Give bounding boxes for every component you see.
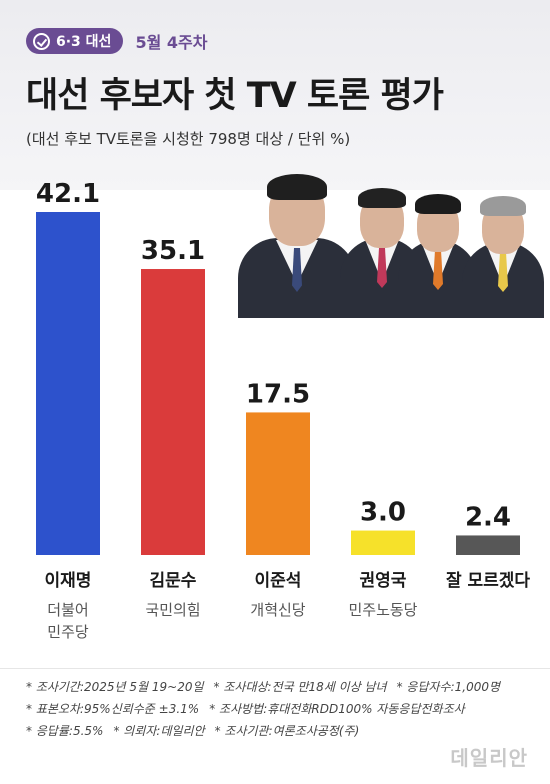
footnote: * 표본오차:95%신뢰수준 ±3.1% — [26, 702, 200, 716]
category-label-3: 이준석 — [255, 571, 302, 591]
footnote: * 응답률:5.5% — [26, 724, 104, 738]
vote-check-icon — [33, 32, 50, 50]
bar-5 — [456, 535, 520, 555]
bar-1 — [36, 212, 100, 555]
category-label-4: 권영국 — [360, 571, 407, 591]
candidate-photo-1 — [238, 170, 356, 318]
footnote: * 조사방법:휴대전화RDD100% 자동응답전화조사 — [209, 702, 465, 716]
bar-3 — [246, 412, 310, 555]
party-label-1: 민주당 — [47, 623, 89, 641]
category-label-5: 잘 모르겠다 — [446, 570, 530, 591]
party-label-1: 더불어 — [47, 601, 88, 619]
candidates-photo — [232, 160, 550, 318]
bar-2 — [141, 269, 205, 555]
footnote: * 조사대상:전국 만18세 이상 남녀 — [213, 680, 387, 694]
watermark-logo: 데일리안 — [450, 746, 528, 770]
footnote: * 조사기관:여론조사공정(주) — [214, 724, 360, 738]
value-label-4: 3.0 — [360, 498, 406, 528]
footnote-line-2: * 표본오차:95%신뢰수준 ±3.1% * 조사방법:휴대전화RDD100% 자… — [26, 698, 510, 720]
value-label-5: 2.4 — [465, 502, 511, 532]
footnote: * 조사기간:2025년 5월 19~20일 — [26, 680, 204, 694]
footnote-line-3: * 응답률:5.5% * 의뢰자:데일리안 * 조사기관:여론조사공정(주) — [26, 720, 510, 742]
category-label-1: 이재명 — [45, 571, 92, 591]
election-badge: 6·3 대선 — [26, 28, 124, 54]
election-badge-label: 6·3 대선 — [56, 34, 112, 50]
value-label-3: 17.5 — [246, 379, 310, 409]
candidate-photo-4 — [462, 184, 544, 318]
footnote-line-1: * 조사기간:2025년 5월 19~20일 * 조사대상:전국 만18세 이상 … — [26, 676, 510, 698]
footnote: * 응답자수:1,000명 — [396, 680, 501, 694]
header-badge-row: 6·3 대선 5월 4주차 — [26, 28, 207, 54]
party-label-2: 국민의힘 — [145, 601, 200, 619]
value-label-2: 35.1 — [141, 236, 205, 266]
party-label-4: 민주노동당 — [348, 601, 417, 619]
chart-subtitle: (대선 후보 TV토론을 시청한 798명 대상 / 단위 %) — [26, 130, 351, 148]
week-label: 5월 4주차 — [135, 33, 208, 52]
chart-title: 대선 후보자 첫 TV 토론 평가 — [26, 76, 444, 116]
footnote: * 의뢰자:데일리안 — [113, 724, 205, 738]
party-label-3: 개혁신당 — [250, 601, 305, 619]
footnotes: * 조사기간:2025년 5월 19~20일 * 조사대상:전국 만18세 이상 … — [26, 676, 510, 742]
category-label-2: 김문수 — [150, 571, 197, 591]
divider — [0, 668, 550, 669]
bar-4 — [351, 530, 415, 555]
